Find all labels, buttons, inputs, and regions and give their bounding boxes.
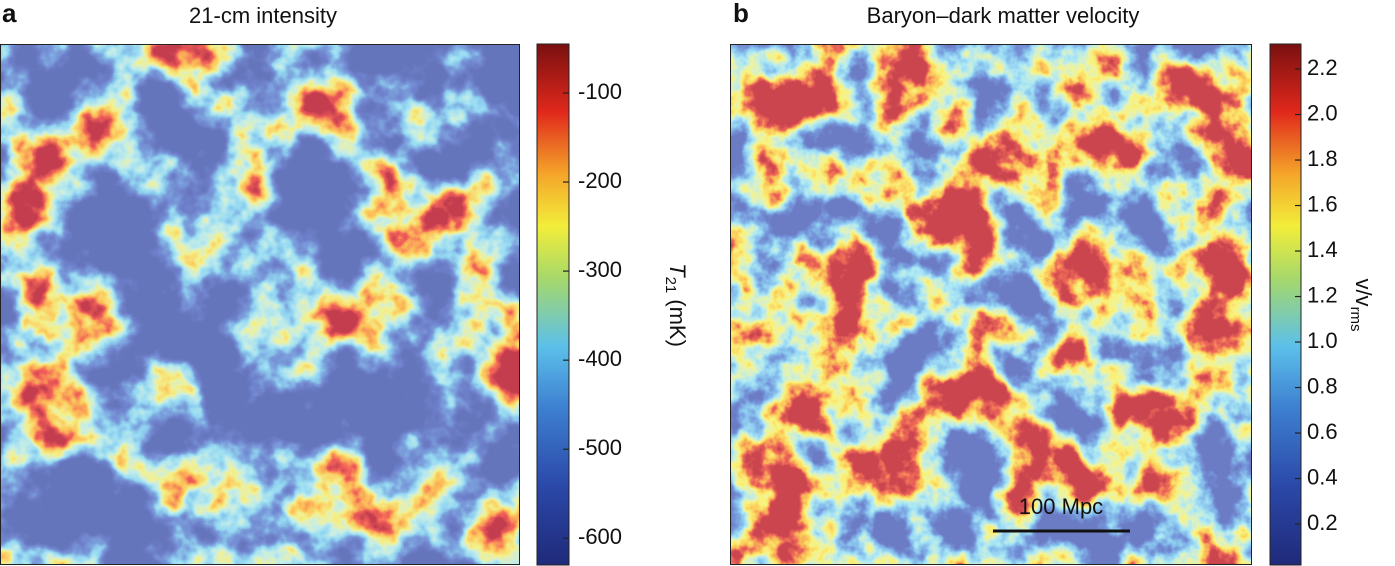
intensity-map (0, 43, 521, 566)
tick-label: 0.4 (1307, 464, 1338, 489)
label-subscript: 21 (662, 277, 679, 294)
tick-label: -200 (578, 168, 622, 193)
tick-label: -500 (578, 435, 622, 460)
tick-label: 0.2 (1307, 510, 1338, 535)
tick-label: 2.2 (1307, 55, 1338, 80)
map-frame (0, 44, 520, 565)
tick-label: 1.8 (1307, 146, 1338, 171)
label-subscript: rms (1347, 307, 1364, 332)
colorbar-label-text: v/vrms (1347, 278, 1376, 331)
map-frame (730, 44, 1252, 565)
tick-label: -100 (578, 79, 622, 104)
colorbar-label: T21 (mK) (662, 263, 690, 347)
colorbar-label-text: T21 (mK) (662, 263, 690, 347)
tick-label: 2.0 (1307, 100, 1338, 125)
colorbar (1269, 43, 1302, 566)
tick-label: -600 (578, 524, 622, 549)
tick-label: 0.8 (1307, 373, 1338, 398)
tick-label: 1.6 (1307, 191, 1338, 216)
panel-label: a (2, 0, 17, 28)
tick-label: 0.6 (1307, 419, 1338, 444)
colorbar-label: v/vrms (1347, 278, 1376, 331)
label-symbol: T (665, 263, 690, 278)
scale-bar-label: 100 Mpc (1019, 494, 1103, 519)
tick-label: -300 (578, 257, 622, 282)
label-symbol: v/v (1351, 278, 1376, 306)
chart-title: 21-cm intensity (189, 3, 337, 28)
tick-label: 1.4 (1307, 237, 1338, 262)
colorbar (536, 43, 570, 566)
velocity-map (730, 44, 1252, 565)
tick-label: 1.0 (1307, 328, 1338, 353)
chart-title: Baryon–dark matter velocity (867, 3, 1140, 28)
label-unit: (mK) (665, 299, 690, 347)
tick-label: 1.2 (1307, 282, 1338, 307)
tick-label: -400 (578, 346, 622, 371)
panel-label: b (733, 0, 749, 28)
